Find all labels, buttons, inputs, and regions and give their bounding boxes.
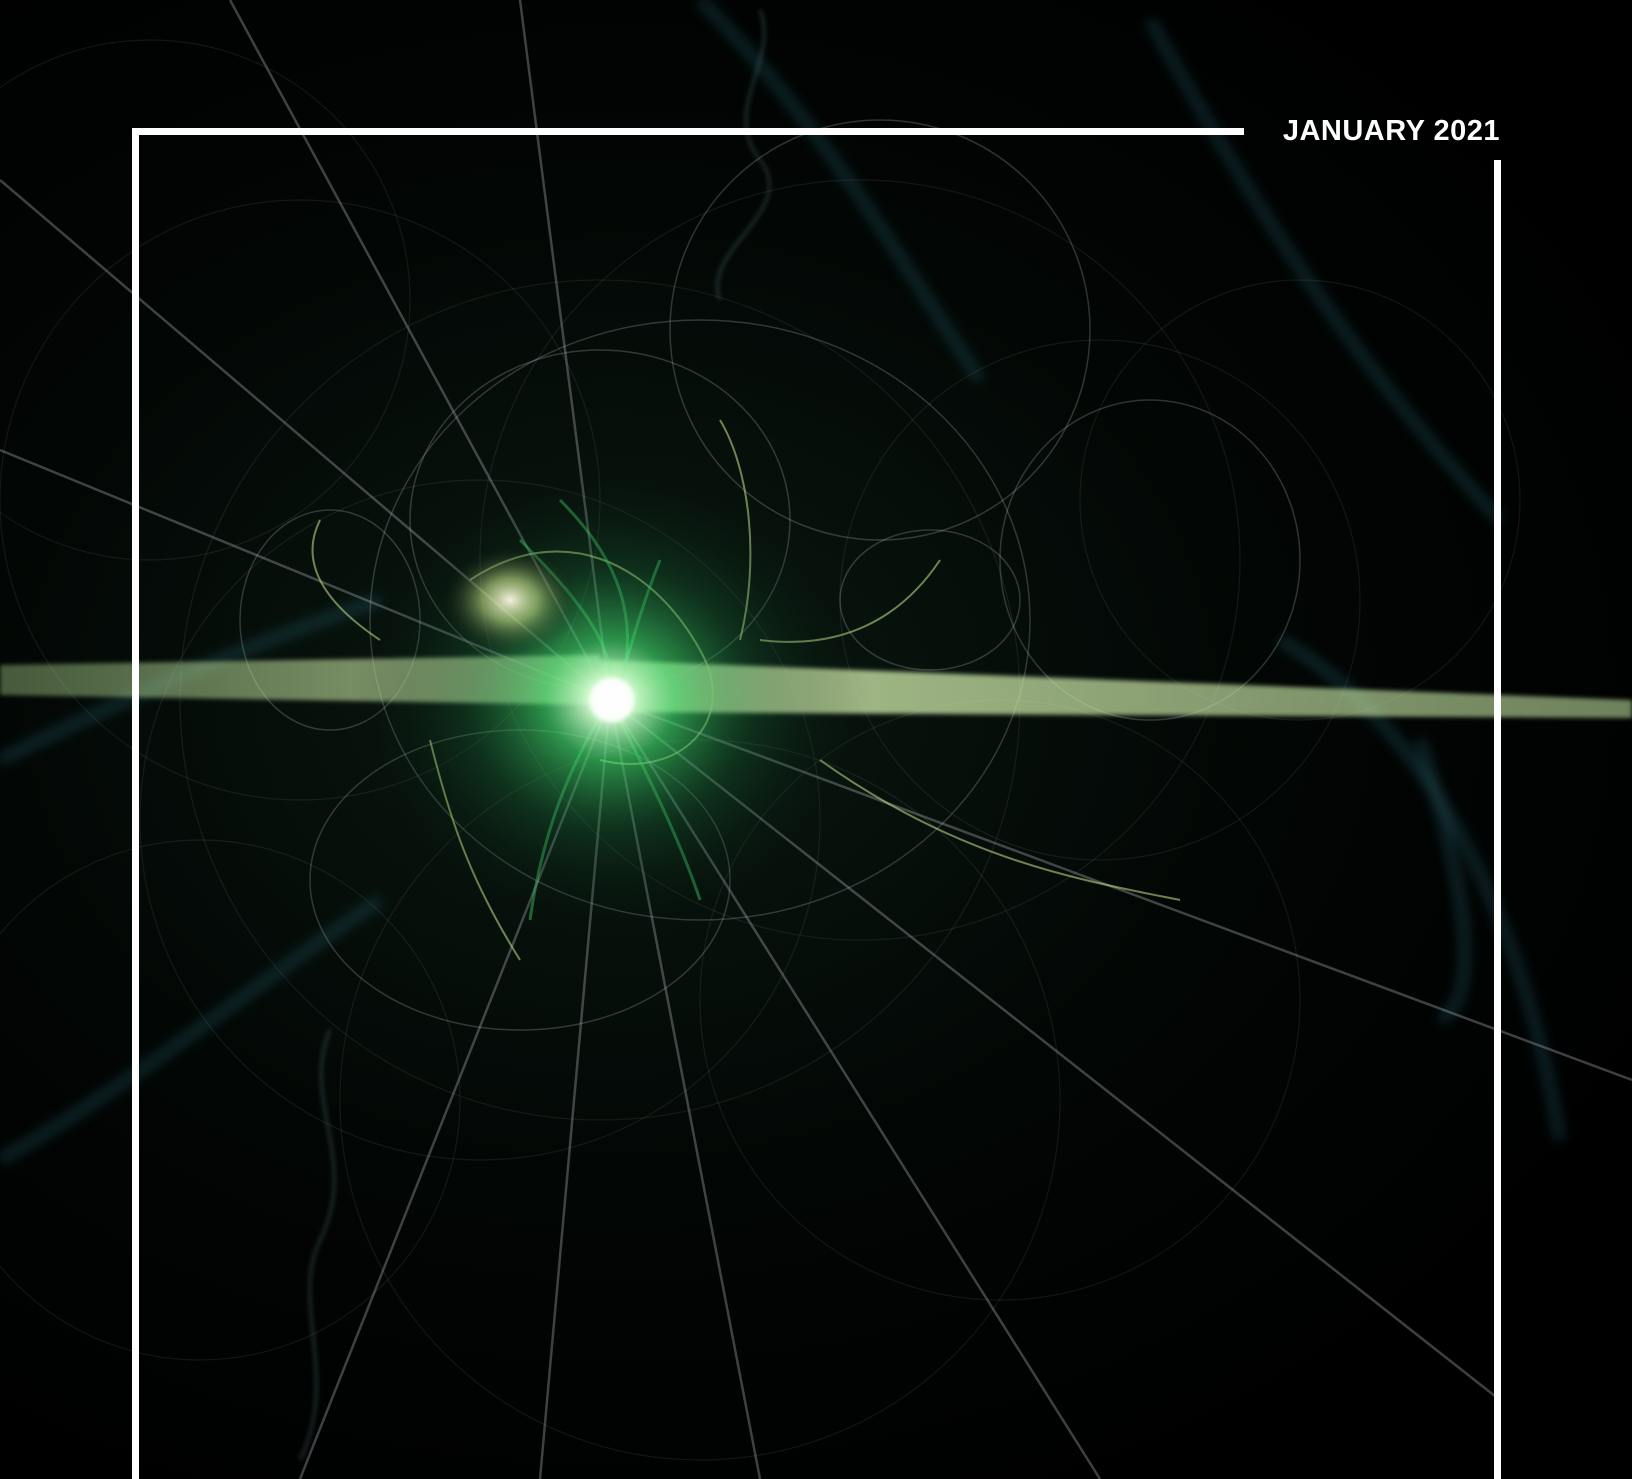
frame-right-border <box>1494 160 1501 1479</box>
issue-date: JANUARY 2021 <box>1282 115 1500 147</box>
frame-left-border <box>132 128 139 1479</box>
frame-top-border <box>132 128 1244 135</box>
